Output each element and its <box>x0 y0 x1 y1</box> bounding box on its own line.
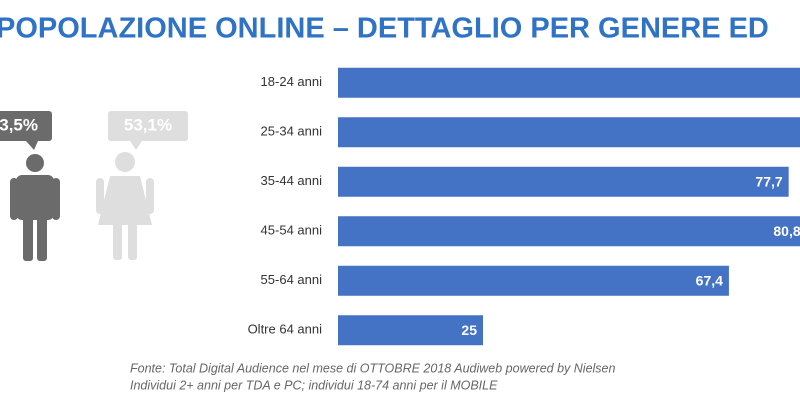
value-label: 67,4 <box>696 272 723 288</box>
bar <box>338 216 800 247</box>
chart-title: POPOLAZIONE ONLINE – DETTAGLIO PER GENER… <box>0 13 769 45</box>
category-label: 55-64 anni <box>261 272 323 287</box>
bubble-pointer <box>26 141 38 150</box>
category-label: 35-44 anni <box>261 173 323 188</box>
male-icon <box>10 154 60 261</box>
bar <box>338 315 483 346</box>
value-label: 77,7 <box>755 173 782 189</box>
bar <box>338 117 800 148</box>
gender-figures: 53,5% 53,1% <box>0 111 188 261</box>
bar <box>338 265 729 296</box>
category-label: 18-24 anni <box>261 74 323 89</box>
bubble <box>0 111 52 141</box>
source-note: Individui 2+ anni per TDA e PC; individu… <box>130 378 498 392</box>
category-label: 25-34 anni <box>261 124 323 139</box>
bar <box>338 166 789 197</box>
bar <box>338 67 800 98</box>
female-icon <box>96 152 154 260</box>
value-label: 80,8 <box>773 223 800 239</box>
bubble <box>108 111 188 141</box>
source-note: Fonte: Total Digital Audience nel mese d… <box>130 361 615 375</box>
bubble-pointer <box>130 141 142 150</box>
category-label: Oltre 64 anni <box>248 322 323 337</box>
gender-label: 53,5% <box>0 115 38 134</box>
category-label: 45-54 anni <box>261 223 323 238</box>
value-label: 25 <box>461 322 477 338</box>
gender-label: 53,1% <box>124 115 172 134</box>
